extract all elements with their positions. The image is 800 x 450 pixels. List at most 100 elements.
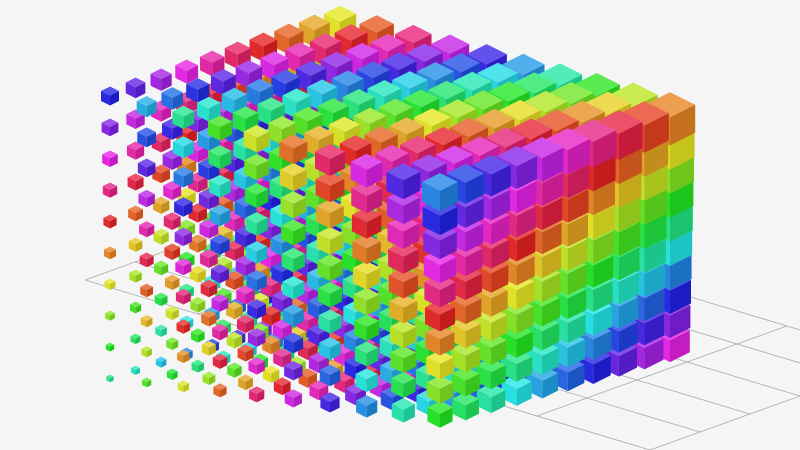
cube-point[interactable] [389,293,418,324]
cube-point[interactable] [283,332,304,354]
cube-point[interactable] [104,278,116,290]
cube-point[interactable] [351,207,382,239]
cube-point[interactable] [389,319,417,349]
cube-point[interactable] [226,332,243,349]
cube-point[interactable] [388,241,419,274]
cube-point[interactable] [173,166,194,188]
cube-point[interactable] [101,86,119,106]
cube-point[interactable] [103,214,117,229]
cube-point[interactable] [128,237,143,252]
cube-point[interactable] [150,68,172,91]
cube-point[interactable] [138,189,155,208]
cube-point[interactable] [128,205,143,222]
cube-point[interactable] [166,337,179,350]
cube-point[interactable] [427,401,453,428]
cube-point[interactable] [425,325,455,356]
cube-point[interactable] [209,204,231,227]
cube-point[interactable] [271,69,300,100]
cube-point[interactable] [174,197,193,217]
cube-point[interactable] [105,310,115,321]
cube-point[interactable] [106,374,114,383]
cube-point[interactable] [426,375,454,404]
cube-point[interactable] [126,141,145,160]
cube-point[interactable] [200,279,218,298]
cube-point[interactable] [209,174,231,198]
cube-point[interactable] [101,118,119,137]
cube-point[interactable] [282,304,304,327]
cube-point[interactable] [244,153,270,181]
cube-point[interactable] [273,348,292,368]
cube-point[interactable] [190,297,206,313]
cube-point[interactable] [320,392,340,413]
cube-point[interactable] [452,392,479,421]
cube-point[interactable] [356,395,378,418]
cube-point[interactable] [136,96,157,118]
cube-point[interactable] [245,212,268,236]
cube-point[interactable] [247,299,267,320]
cube-point[interactable] [166,368,178,380]
cube-point[interactable] [352,234,381,265]
cube-point[interactable] [236,314,255,334]
cube-point[interactable] [177,349,190,364]
cube-point[interactable] [208,115,232,141]
cube-point[interactable] [225,270,244,290]
cube-point[interactable] [350,153,383,188]
cube-point[interactable] [279,162,307,192]
cube-point[interactable] [201,340,216,356]
cube-point[interactable] [279,134,308,165]
cube-point[interactable] [102,182,118,198]
cube-point[interactable] [152,196,170,214]
cube-point[interactable] [175,288,191,305]
cube-point[interactable] [237,344,254,362]
cube-point[interactable] [201,310,217,327]
cube-point[interactable] [140,315,153,328]
cube-point[interactable] [246,270,267,292]
cube-point[interactable] [244,183,269,208]
cube-point[interactable] [386,163,421,200]
cube-point[interactable] [139,221,155,238]
cube-point[interactable] [354,314,380,341]
cube-point[interactable] [315,171,345,203]
cube-point[interactable] [210,234,230,255]
cube-point[interactable] [235,255,256,276]
cube-point[interactable] [186,78,210,103]
cube-point[interactable] [165,306,179,320]
cube-point[interactable] [354,341,379,367]
cube-point[interactable] [224,41,251,70]
cube-point[interactable] [221,87,248,115]
cube-point[interactable] [319,337,341,360]
cube-point[interactable] [155,356,167,368]
cube-point[interactable] [175,258,192,276]
cube-point[interactable] [226,301,243,320]
cube-point[interactable] [176,319,191,334]
cube-point[interactable] [104,246,116,260]
cube-point[interactable] [281,219,306,246]
cube-point[interactable] [154,260,169,276]
cube-point[interactable] [172,105,195,129]
cube-point[interactable] [139,252,154,268]
cube-point[interactable] [227,362,242,378]
cube-point[interactable] [391,372,416,398]
cube-point[interactable] [127,173,144,191]
cube-point[interactable] [247,328,266,347]
cube-point[interactable] [131,365,140,375]
cube-point[interactable] [243,124,270,153]
cube-point[interactable] [174,227,192,246]
cube-point[interactable] [316,199,344,229]
cube-point[interactable] [281,247,305,273]
cube-point[interactable] [213,383,227,398]
cube-point[interactable] [390,345,417,374]
cube-point[interactable] [212,353,228,369]
cube-point[interactable] [282,276,305,300]
cube-point[interactable] [137,158,156,178]
cube-point[interactable] [102,150,118,167]
cube-point[interactable] [140,283,154,298]
cube-point[interactable] [208,145,232,170]
cube-point[interactable] [191,359,204,373]
cube-point[interactable] [165,274,180,290]
cube-point[interactable] [153,228,169,245]
cube-point[interactable] [476,383,506,414]
cube-point[interactable] [317,254,343,282]
cube-point[interactable] [355,368,378,393]
